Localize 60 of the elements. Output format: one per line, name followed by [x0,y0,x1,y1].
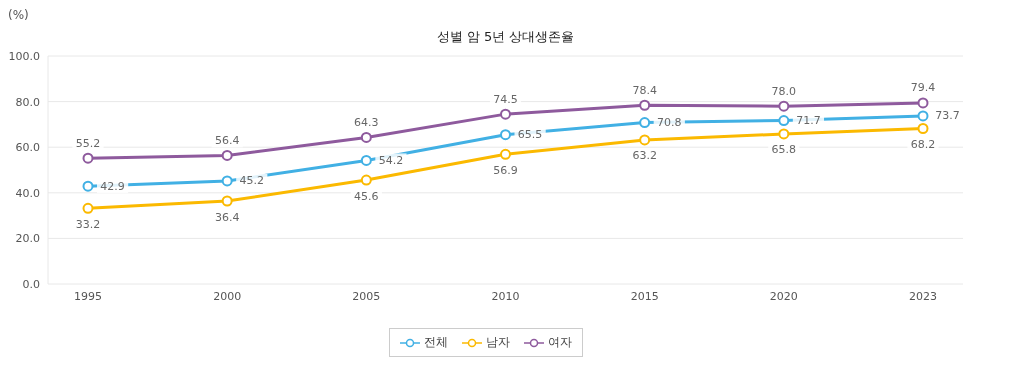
data-label: 78.0 [771,84,797,98]
point [639,99,651,111]
point [360,174,372,186]
point [82,202,94,214]
legend-label: 남자 [484,334,510,351]
point [360,154,372,166]
data-label: 65.8 [771,143,797,157]
point [500,129,511,141]
data-label: 64.3 [354,115,379,129]
data-label: 63.2 [632,149,657,163]
point [221,149,233,161]
y-tick-label: 100.0 [8,49,40,63]
y-axis-title: (%) [8,8,29,22]
y-tick-label: 40.0 [15,186,40,200]
x-tick-label: 2020 [769,289,798,303]
point [917,123,929,134]
data-label: 70.8 [657,116,682,130]
data-label: 74.5 [493,92,518,106]
data-label: 79.4 [910,81,936,95]
y-tick-label: 80.0 [15,95,40,109]
legend-label: 여자 [546,334,572,351]
data-label: 68.2 [910,138,936,151]
point [500,108,511,120]
point [917,97,929,109]
point [221,175,233,187]
x-tick-label: 2010 [491,289,520,303]
x-tick-label: 2023 [909,289,937,303]
data-label: 45.2 [239,174,265,188]
point [500,148,511,160]
x-tick-label: 2005 [352,289,381,303]
data-label: 56.9 [493,163,518,177]
data-label: 42.9 [100,179,125,193]
data-label: 55.2 [75,136,101,150]
point [82,180,94,192]
data-label: 71.7 [796,114,821,128]
data-label: 73.7 [935,109,960,123]
legend-label: 전체 [422,334,448,351]
x-tick-label: 2000 [213,289,242,303]
x-tick-label: 2015 [630,289,659,303]
point [82,152,94,164]
point [778,100,790,112]
point [917,110,929,122]
data-label: 78.4 [632,83,657,97]
point [639,134,651,146]
data-label: 45.6 [354,189,379,203]
y-tick-label: 60.0 [15,141,40,155]
point [778,115,790,127]
point [639,117,651,129]
x-tick-label: 1995 [74,289,102,303]
data-label: 33.2 [75,217,101,231]
data-label: 54.2 [378,153,404,167]
point [221,195,233,207]
point [360,131,372,143]
y-tick-label: 20.0 [15,232,40,246]
point [778,128,790,140]
chart-title: 성별 암 5년 상대생존율 [435,28,576,46]
data-label: 65.5 [517,128,543,142]
data-label: 56.4 [214,133,240,147]
data-label: 36.4 [214,210,240,224]
y-tick-label: 0.0 [22,277,40,291]
